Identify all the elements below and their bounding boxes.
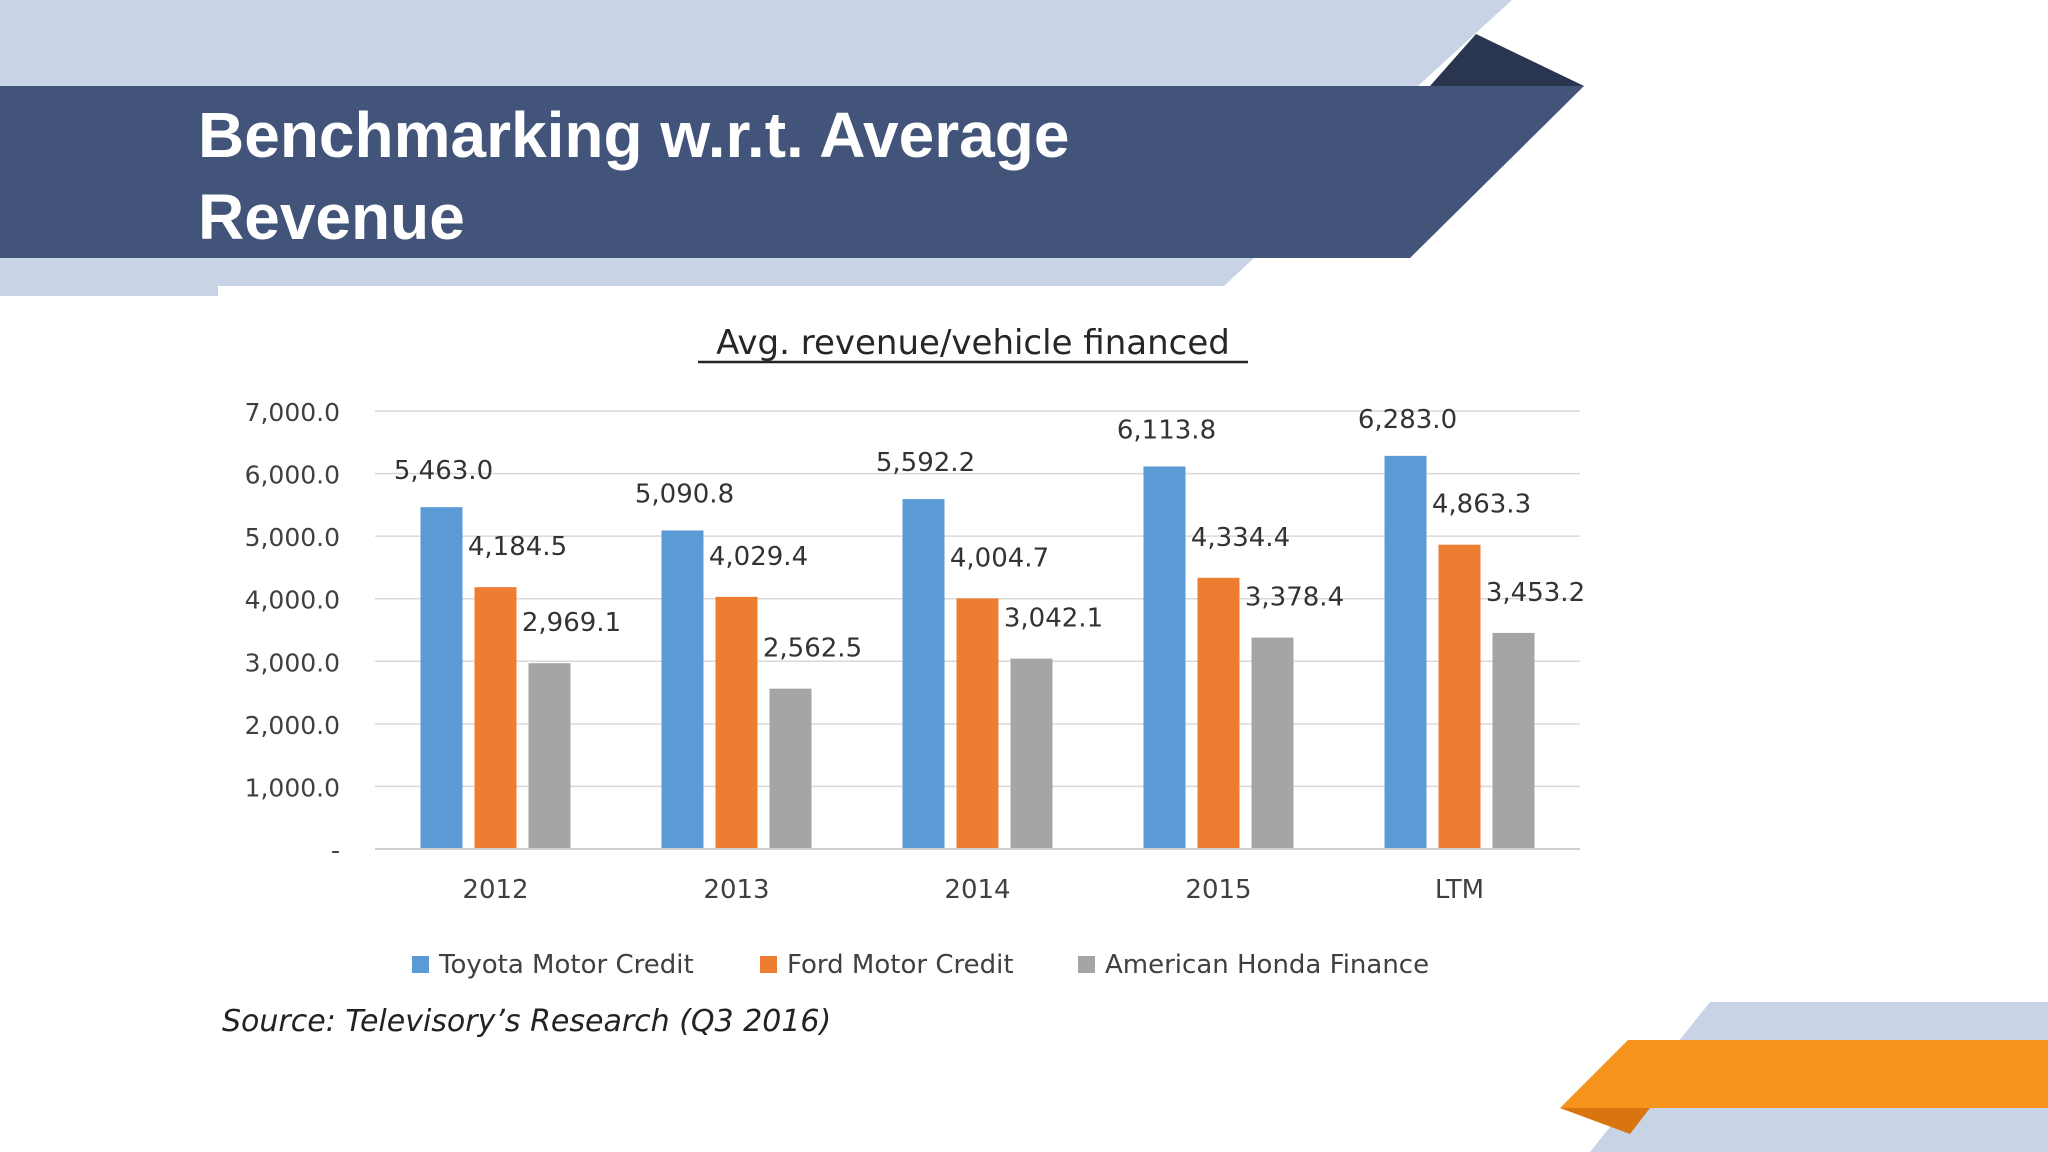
y-tick-label-7: 7,000.0 (245, 398, 340, 427)
data-label-american-honda-finance-2013: 2,562.5 (763, 634, 862, 664)
y-tick-label-3: 3,000.0 (245, 648, 340, 677)
chart-title: Avg. revenue/vehicle financed (716, 323, 1230, 363)
data-labels: 5,463.0 4,184.5 2,969.1 5,090.8 4,029.4 2,562… (394, 405, 1585, 664)
bar-american-honda-finance-2012 (528, 663, 571, 849)
x-tick-label-2014: 2014 (944, 875, 1010, 905)
y-tick-label-6: 6,000.0 (245, 461, 340, 490)
bar-ford-motor-credit-2015 (1197, 577, 1240, 849)
orange-accent-band (1560, 1040, 2048, 1108)
bar-toyota-motor-credit-2012 (420, 507, 463, 849)
data-label-american-honda-finance-2015: 3,378.4 (1245, 583, 1344, 613)
dark-title-band (0, 86, 1584, 258)
data-label-ford-motor-credit-2012: 4,184.5 (468, 532, 567, 562)
y-tick-label-1: 1,000.0 (245, 773, 340, 802)
bar-american-honda-finance-2015 (1251, 637, 1294, 849)
data-label-toyota-motor-credit-2012: 5,463.0 (394, 456, 493, 486)
bar-american-honda-finance-ltm (1492, 632, 1535, 849)
data-label-ford-motor-credit-2014: 4,004.7 (950, 543, 1049, 573)
data-label-american-honda-finance-ltm: 3,453.2 (1486, 578, 1585, 608)
x-tick-label-2012: 2012 (462, 875, 528, 905)
source-note: Source: Televisory’s Research (Q3 2016) (222, 1004, 832, 1039)
bar-ford-motor-credit-2012 (474, 587, 517, 849)
bar-ford-motor-credit-2014 (956, 598, 999, 849)
bars (420, 455, 1535, 849)
bar-toyota-motor-credit-ltm (1384, 455, 1427, 849)
data-label-ford-motor-credit-2015: 4,334.4 (1191, 523, 1290, 553)
title-line-2: Revenue (198, 181, 465, 253)
light-band-bottom (0, 256, 1256, 296)
legend-label-toyota-motor-credit: Toyota Motor Credit (438, 950, 694, 980)
bar-ford-motor-credit-ltm (1438, 544, 1481, 849)
light-band-top (0, 0, 1512, 86)
bar-toyota-motor-credit-2013 (661, 530, 704, 849)
title-line-1: Benchmarking w.r.t. Average (198, 99, 1070, 171)
legend-swatch-ford-motor-credit (760, 956, 777, 973)
bar-toyota-motor-credit-2015 (1143, 466, 1186, 849)
orange-corner-shadow (1560, 1108, 1650, 1134)
bar-american-honda-finance-2014 (1010, 658, 1053, 849)
bar-american-honda-finance-2013 (769, 688, 812, 849)
data-label-american-honda-finance-2014: 3,042.1 (1004, 604, 1103, 634)
data-label-american-honda-finance-2012: 2,969.1 (522, 608, 621, 638)
legend-swatch-toyota-motor-credit (412, 956, 429, 973)
y-axis-tick-labels: - 1,000.0 2,000.0 3,000.0 4,000.0 5,000.0 6,00… (245, 398, 340, 865)
y-tick-label-0: - (331, 836, 340, 865)
data-label-toyota-motor-credit-ltm: 6,283.0 (1358, 405, 1457, 435)
y-tick-label-4: 4,000.0 (245, 586, 340, 615)
x-tick-label-2013: 2013 (703, 875, 769, 905)
y-tick-label-2: 2,000.0 (245, 711, 340, 740)
legend-label-american-honda-finance: American Honda Finance (1105, 950, 1429, 980)
x-tick-label-2015: 2015 (1185, 875, 1251, 905)
data-label-ford-motor-credit-ltm: 4,863.3 (1432, 490, 1531, 520)
y-tick-label-5: 5,000.0 (245, 523, 340, 552)
x-tick-label-ltm: LTM (1435, 875, 1484, 905)
legend-swatch-american-honda-finance (1078, 956, 1095, 973)
data-label-toyota-motor-credit-2015: 6,113.8 (1117, 415, 1216, 445)
data-label-ford-motor-credit-2013: 4,029.4 (709, 542, 808, 572)
bar-ford-motor-credit-2013 (715, 596, 758, 849)
slide-title: Benchmarking w.r.t. Average Revenue (198, 94, 1398, 258)
corner-dark-triangle (1430, 34, 1584, 86)
data-label-toyota-motor-credit-2013: 5,090.8 (635, 479, 734, 509)
bar-toyota-motor-credit-2014 (902, 499, 945, 849)
data-label-toyota-motor-credit-2014: 5,592.2 (876, 448, 975, 478)
x-axis-tick-labels: 2012 2013 2014 2015 LTM (462, 875, 1484, 905)
legend-label-ford-motor-credit: Ford Motor Credit (787, 950, 1014, 980)
legend: Toyota Motor Credit Ford Motor Credit Amer… (412, 950, 1429, 980)
